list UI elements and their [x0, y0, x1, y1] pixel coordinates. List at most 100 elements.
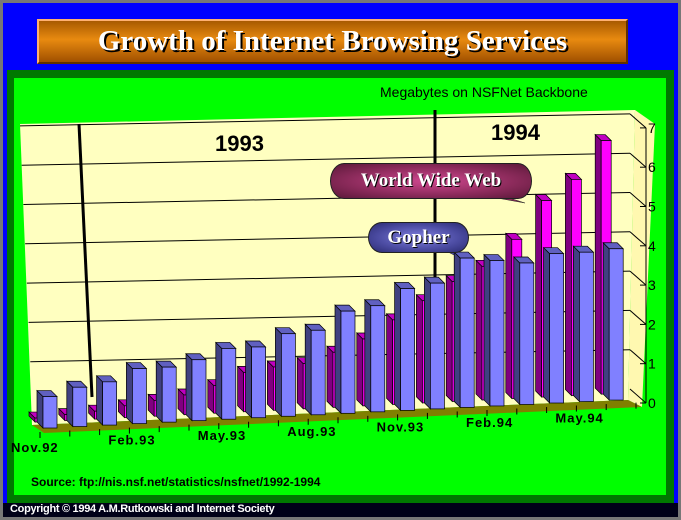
gridline — [19, 113, 631, 127]
bar-gopher-front — [579, 251, 594, 402]
bar-gopher — [95, 374, 118, 426]
bar-gopher — [334, 304, 356, 415]
bar-gopher-front — [281, 333, 296, 417]
y-tick-connector — [629, 192, 647, 207]
bar-gopher-side — [394, 281, 401, 412]
legend-gopher: Gopher — [368, 222, 469, 253]
bar-www-side — [475, 259, 483, 401]
gridline — [25, 231, 631, 245]
bar-gopher-front — [102, 381, 117, 426]
bar-gopher — [155, 360, 178, 423]
bar-www-side — [237, 365, 244, 413]
bar-gopher — [542, 246, 565, 404]
source-note: Source: ftp://nis.nsf.net/statistics/nsf… — [31, 475, 321, 489]
bar-gopher — [36, 389, 58, 429]
annotation-1994: 1994 — [491, 120, 541, 145]
bar-gopher — [185, 352, 207, 422]
bar-gopher-side — [96, 374, 103, 426]
bar-gopher — [214, 341, 237, 421]
bar-www-side — [296, 356, 304, 410]
bar-gopher-side — [275, 326, 282, 418]
bar-gopher-front — [72, 386, 88, 427]
x-tick-label: May.93 — [198, 428, 246, 443]
bar-gopher-side — [364, 298, 372, 413]
bar-gopher-side — [424, 276, 431, 410]
bar-gopher-front — [161, 366, 177, 423]
bar-gopher-side — [573, 245, 580, 403]
bar-gopher-front — [489, 260, 505, 407]
gridline — [21, 152, 631, 166]
bar-gopher-front — [221, 348, 237, 420]
bar-gopher-front — [608, 248, 624, 401]
bar-gopher — [125, 361, 148, 425]
bar-gopher-front — [42, 396, 58, 429]
x-tick-label: Feb.94 — [466, 415, 513, 430]
footer-bar — [3, 503, 678, 517]
y-tick-label: 7 — [648, 120, 656, 136]
bar-gopher-side — [602, 241, 610, 401]
bar-gopher-front — [519, 262, 535, 405]
bar-gopher-front — [251, 346, 266, 419]
bar-gopher — [274, 326, 297, 418]
annotation-1993: 1993 — [215, 131, 264, 156]
bar-gopher-side — [185, 352, 193, 422]
bar-gopher-front — [340, 310, 356, 414]
bar-gopher-front — [310, 329, 326, 416]
bar-gopher-side — [215, 341, 223, 421]
bar-www-side — [356, 332, 364, 407]
bar-gopher — [512, 256, 535, 406]
y-tick-label: 1 — [648, 356, 656, 372]
title-banner: Growth of Internet Browsing Services — [37, 19, 628, 64]
bar-gopher-front — [191, 359, 207, 421]
bar-gopher-side — [126, 361, 133, 425]
bar-gopher-side — [66, 380, 74, 428]
bar-gopher — [244, 340, 267, 419]
bar-gopher — [65, 380, 88, 428]
bar-gopher-front — [459, 257, 475, 408]
copyright-text: Copyright © 1994 A.M.Rutkowski and Inter… — [10, 503, 275, 515]
bar-gopher — [483, 253, 505, 407]
y-tick-connector — [629, 388, 647, 404]
bar-gopher-front — [549, 253, 564, 404]
bar-gopher — [453, 251, 476, 409]
bar-www-side — [326, 345, 334, 409]
x-tick-label: Nov.92 — [11, 440, 59, 455]
y-tick-connector — [629, 113, 647, 129]
y-tick-label: 0 — [648, 395, 656, 411]
y-tick-label: 5 — [648, 199, 656, 215]
bar-gopher-front — [430, 282, 445, 410]
gridline — [23, 192, 631, 205]
bar-www-side — [416, 293, 423, 404]
y-tick-connector — [629, 231, 647, 247]
chart-title: Growth of Internet Browsing Services — [97, 25, 568, 57]
bar-gopher-side — [543, 246, 550, 404]
y-tick-connector — [629, 152, 647, 168]
bar-www-side — [505, 232, 513, 400]
bar-gopher-front — [132, 368, 147, 424]
unit-label: Megabytes on NSFNet Backbone — [380, 84, 588, 100]
year-divider-1993 — [77, 123, 94, 398]
bar-gopher-front — [370, 305, 386, 413]
bar-gopher-side — [36, 389, 44, 429]
bar-gopher-side — [245, 340, 252, 419]
legend-world-wide-web: World Wide Web — [330, 163, 532, 199]
bar-www-side — [445, 274, 453, 403]
y-tick-connector — [629, 349, 647, 365]
bar-www-side — [535, 193, 542, 398]
bar-gopher-side — [483, 253, 491, 407]
bar-www-side — [594, 133, 602, 395]
y-tick-label: 3 — [648, 277, 656, 293]
y-tick-connector — [629, 270, 647, 286]
bar-www-side — [386, 313, 393, 406]
bar-gopher — [423, 276, 446, 410]
y-tick-label: 4 — [648, 238, 656, 254]
bar-gopher — [602, 241, 625, 401]
bar-gopher-side — [513, 256, 521, 406]
bar-gopher-side — [155, 360, 163, 423]
bar-gopher-front — [400, 288, 415, 411]
bar-www-side — [267, 360, 274, 412]
bar-gopher-side — [304, 323, 312, 416]
bar-www-side — [565, 172, 572, 397]
bar-gopher-side — [334, 304, 342, 415]
